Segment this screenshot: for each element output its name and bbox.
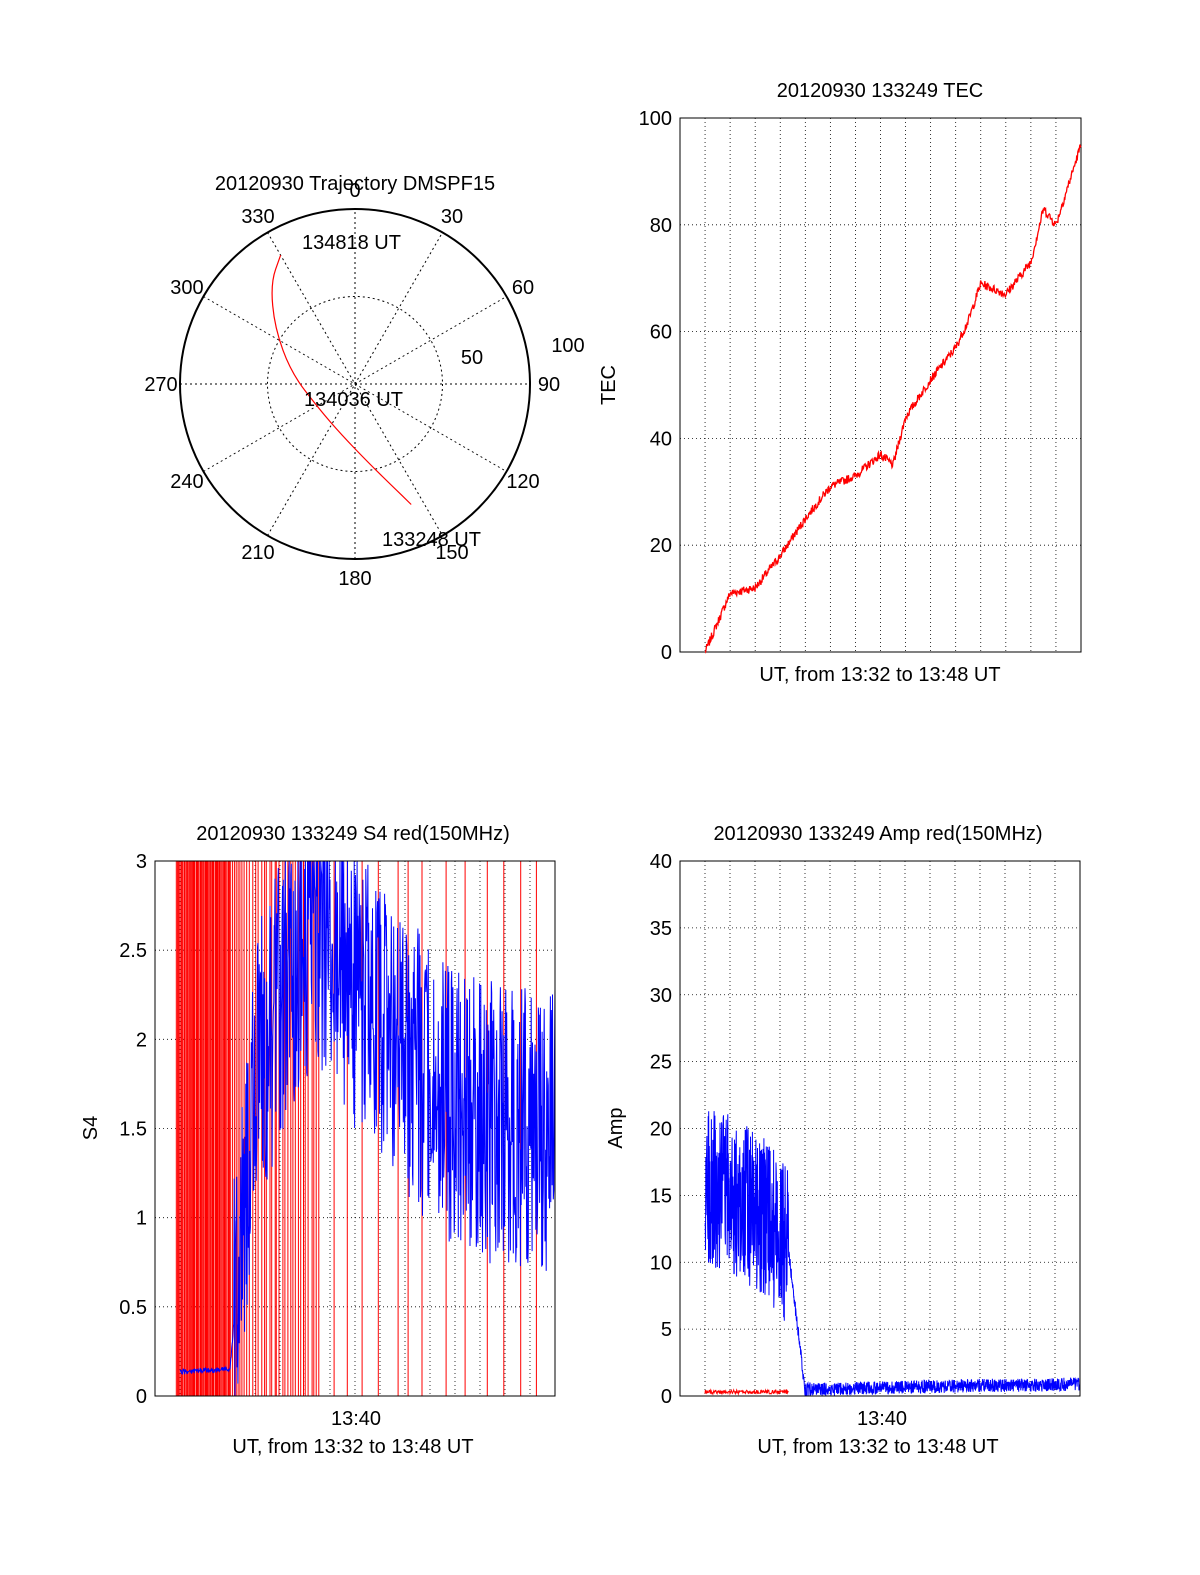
polar-angle-label: 90 <box>538 374 560 396</box>
amp-y-tick-label: 10 <box>650 1252 672 1274</box>
tec-y-tick-label: 0 <box>661 642 672 664</box>
s4-y-ticks: 0 0.5 1 1.5 2 2.5 3 <box>119 851 147 1408</box>
amp-y-tick-label: 5 <box>661 1319 672 1341</box>
amp-y-tick-label: 30 <box>650 985 672 1007</box>
polar-angle-label: 120 <box>506 471 539 493</box>
polar-angle-label: 300 <box>170 277 203 299</box>
amp-y-ticks: 0 5 10 15 20 25 30 35 40 <box>650 851 672 1408</box>
polar-outer-circle <box>179 208 531 560</box>
amp-grid <box>680 861 1080 1396</box>
polar-angle-label: 30 <box>441 206 463 228</box>
amp-y-tick-label: 0 <box>661 1386 672 1408</box>
s4-y-tick-label: 1.5 <box>119 1119 147 1141</box>
polar-angle-labels: 0 30 60 90 120 150 180 210 240 270 300 330 <box>144 180 560 590</box>
tec-x-axis-label: UT, from 13:32 to 13:48 UT <box>759 664 1000 686</box>
trajectory-track <box>271 254 412 505</box>
s4-y-tick-label: 0 <box>136 1386 147 1408</box>
s4-y-tick-label: 0.5 <box>119 1297 147 1319</box>
amp-blue-series <box>704 1111 1081 1397</box>
polar-grid-spoke <box>267 232 443 536</box>
trajectory-start-label: 133248 UT <box>382 529 481 551</box>
amp-plot-frame <box>679 860 1081 1397</box>
tec-panel: 20120930 133249 TEC 0 20 40 60 80 100 TEC UT,… <box>598 80 1082 686</box>
tec-y-tick-label: 20 <box>650 535 672 557</box>
s4-y-tick-label: 1 <box>136 1208 147 1230</box>
amp-y-tick-label: 20 <box>650 1119 672 1141</box>
amp-y-tick-label: 40 <box>650 851 672 873</box>
amp-y-tick-label: 35 <box>650 918 672 940</box>
tec-y-tick-label: 80 <box>650 215 672 237</box>
s4-y-axis-label: S4 <box>80 1116 102 1140</box>
s4-y-tick-label: 3 <box>136 851 147 873</box>
amp-y-tick-label: 25 <box>650 1052 672 1074</box>
tec-y-tick-label: 60 <box>650 322 672 344</box>
s4-title: 20120930 133249 S4 red(150MHz) <box>196 823 510 845</box>
s4-x-tick-label: 13:40 <box>331 1408 381 1430</box>
polar-angle-label: 210 <box>241 542 274 564</box>
tec-y-ticks: 0 20 40 60 80 100 <box>639 108 672 664</box>
polar-angle-label: 150 <box>435 542 468 564</box>
polar-angle-label: 60 <box>512 277 534 299</box>
amp-title: 20120930 133249 Amp red(150MHz) <box>713 823 1042 845</box>
polar-grid <box>180 209 530 559</box>
polar-angle-label: 240 <box>170 471 203 493</box>
tec-series-line <box>704 144 1082 654</box>
trajectory-title: 20120930 Trajectory DMSPF15 <box>215 173 495 195</box>
trajectory-end-label: 134818 UT <box>302 232 401 254</box>
polar-angle-label: 330 <box>241 206 274 228</box>
polar-angle-label: 180 <box>338 568 371 590</box>
s4-y-tick-label: 2 <box>136 1029 147 1051</box>
trajectory-mid-label: 134036 UT <box>304 389 403 411</box>
tec-plot-frame <box>679 117 1082 653</box>
polar-angle-label: 270 <box>144 374 177 396</box>
trajectory-panel: 20120930 Trajectory DMSPF15 0 30 60 90 120 15… <box>144 173 584 590</box>
tec-grid <box>680 118 1081 652</box>
polar-grid-circle <box>267 296 443 472</box>
s4-panel: 20120930 133249 S4 red(150MHz) 0 0.5 1 1.5 2… <box>80 823 556 1458</box>
polar-radial-label-100: 100 <box>551 335 584 357</box>
polar-radial-label-50: 50 <box>461 347 483 369</box>
tec-y-tick-label: 40 <box>650 428 672 450</box>
tec-y-tick-label: 100 <box>639 108 672 130</box>
amp-x-axis-label: UT, from 13:32 to 13:48 UT <box>757 1436 998 1458</box>
amp-red-series <box>704 1388 789 1396</box>
s4-blue-series <box>179 860 556 1397</box>
amp-y-axis-label: Amp <box>605 1107 627 1148</box>
s4-plot-frame <box>154 860 556 1397</box>
s4-y-tick-label: 2.5 <box>119 940 147 962</box>
amp-panel: 20120930 133249 Amp red(150MHz) 0 5 10 15 20… <box>605 823 1081 1458</box>
polar-angle-label: 0 <box>349 180 360 202</box>
tec-y-axis-label: TEC <box>598 365 620 405</box>
tec-title: 20120930 133249 TEC <box>777 80 983 102</box>
s4-x-axis-label: UT, from 13:32 to 13:48 UT <box>232 1436 473 1458</box>
amp-x-tick-label: 13:40 <box>857 1408 907 1430</box>
amp-y-tick-label: 15 <box>650 1185 672 1207</box>
